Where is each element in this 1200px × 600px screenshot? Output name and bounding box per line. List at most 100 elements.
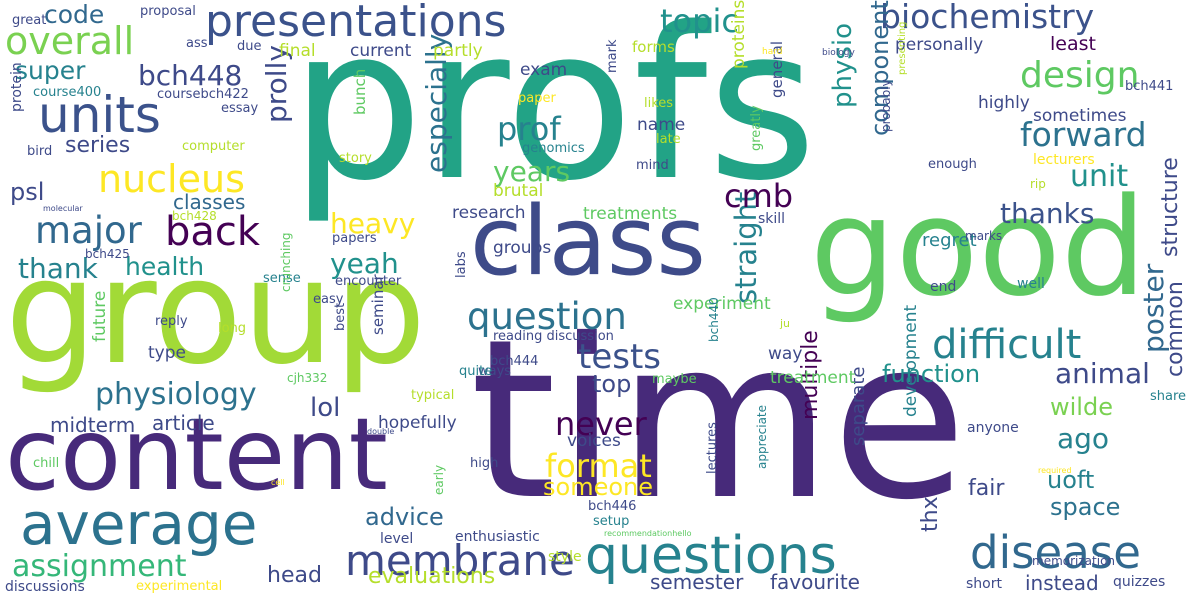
cloud-word: probably — [879, 79, 893, 132]
cloud-word: bch446 — [588, 499, 637, 514]
cloud-word: bch441 — [1125, 79, 1174, 94]
cloud-word: evaluations — [368, 564, 496, 589]
cloud-word: high — [470, 456, 499, 471]
cloud-word: experiment — [673, 294, 771, 314]
cloud-word: thanks — [1000, 197, 1095, 230]
cloud-word: maybe — [652, 372, 697, 387]
cloud-word: presenting — [897, 21, 908, 75]
cloud-word: name — [637, 115, 686, 135]
cloud-word: marks — [965, 229, 1003, 243]
cloud-word: end — [930, 279, 957, 295]
cloud-word: instead — [1025, 571, 1099, 595]
cloud-word: story — [339, 151, 372, 166]
cloud-word: share — [1150, 389, 1187, 404]
cloud-word: design — [1020, 55, 1140, 96]
cloud-word: series — [65, 133, 131, 158]
cloud-word: personally — [895, 35, 984, 55]
cloud-word: likes — [644, 96, 674, 111]
cloud-word: exam — [520, 60, 568, 80]
cloud-word: classes — [173, 190, 246, 214]
cloud-word: quite — [459, 364, 493, 379]
cloud-word: sometimes — [1033, 106, 1127, 126]
cloud-word: heavy — [330, 207, 416, 240]
cloud-word: fair — [968, 476, 1005, 501]
cloud-word: course400 — [33, 85, 102, 100]
cloud-word: bird — [27, 144, 53, 159]
cloud-word: ways — [478, 364, 512, 379]
cloud-word: appreciate — [755, 404, 769, 469]
cloud-word: ass — [186, 36, 208, 51]
cloud-word: content — [5, 396, 388, 513]
cloud-word: early — [432, 464, 446, 495]
cloud-word: prof — [497, 110, 561, 148]
cloud-word: great — [12, 13, 47, 28]
cloud-word: late — [656, 132, 681, 147]
cloud-word: treatment — [770, 368, 856, 388]
cloud-word: coursebch422 — [157, 87, 249, 102]
cloud-word: good — [810, 169, 1147, 326]
cloud-word: least — [1050, 33, 1096, 55]
cloud-word: way — [768, 344, 803, 364]
cloud-word: article — [152, 411, 215, 435]
cloud-word: bch448 — [138, 59, 243, 92]
cloud-word: discussions — [5, 579, 85, 595]
cloud-word: structure — [1158, 157, 1183, 257]
cloud-word: lecturers — [1033, 152, 1095, 168]
cloud-word: overall — [5, 19, 135, 63]
cloud-word: sense — [263, 271, 301, 286]
cloud-word: health — [125, 252, 205, 281]
cloud-word: super — [15, 56, 86, 85]
cloud-word: enthusiastic — [455, 529, 540, 545]
cloud-word: bch428 — [172, 209, 217, 223]
cloud-word: short — [966, 576, 1002, 592]
cloud-word: bch444 — [490, 354, 539, 369]
cloud-word: years — [493, 155, 571, 188]
cloud-word: regret — [922, 230, 977, 251]
cloud-word: treatments — [583, 204, 678, 224]
cloud-word: lol — [310, 393, 341, 423]
cloud-word: enough — [928, 157, 977, 172]
cloud-word: experimental — [136, 579, 223, 594]
cloud-word: lectures — [705, 422, 720, 474]
cloud-word: reply — [155, 314, 188, 329]
cloud-word: proteins — [729, 0, 749, 70]
cloud-word: molecular — [43, 204, 83, 213]
cloud-word: best — [333, 302, 348, 331]
cloud-word: questions — [585, 526, 837, 586]
cloud-word: biochemistry — [880, 0, 1095, 36]
cloud-word: bch440 — [707, 297, 721, 342]
cloud-word: average — [20, 490, 258, 558]
cloud-word: forms — [632, 38, 675, 56]
cloud-word: difficult — [932, 322, 1082, 368]
cloud-word: function — [882, 360, 981, 388]
cloud-word: units — [38, 86, 161, 144]
cloud-word: partly — [433, 41, 483, 61]
cloud-word: group — [5, 228, 427, 397]
cloud-word: major — [35, 209, 142, 252]
cloud-word: memorization — [1032, 554, 1116, 568]
cloud-word: well — [1017, 276, 1045, 292]
cloud-word: topic — [660, 2, 739, 40]
cloud-word: paper — [518, 91, 556, 106]
cloud-word: head — [267, 563, 322, 588]
cloud-word: research — [452, 203, 526, 223]
cloud-word: computer — [182, 139, 245, 154]
cloud-word: class — [470, 187, 706, 297]
cloud-word: semester — [650, 570, 744, 594]
cloud-word: thx — [918, 496, 943, 532]
cloud-word: greatly — [749, 105, 764, 151]
cloud-word: type — [148, 343, 186, 363]
cloud-word: membrane — [345, 536, 575, 585]
cloud-word: brutal — [493, 181, 544, 201]
cloud-word: proposal — [140, 4, 196, 19]
cloud-word: highly — [978, 93, 1030, 113]
cloud-word: presentations — [205, 0, 507, 47]
cloud-word: typical — [411, 388, 455, 403]
cloud-word: long — [218, 321, 247, 336]
cloud-word: code — [44, 0, 105, 29]
cloud-word: disease — [970, 526, 1141, 579]
cloud-word: hard — [762, 47, 783, 57]
cloud-word: animal — [1055, 357, 1150, 390]
cloud-word: thank — [18, 252, 98, 285]
